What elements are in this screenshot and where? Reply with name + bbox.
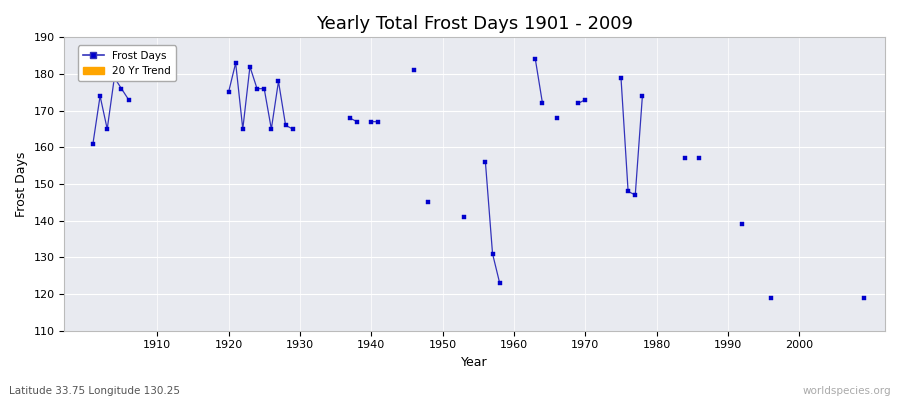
Text: worldspecies.org: worldspecies.org xyxy=(803,386,891,396)
Text: Latitude 33.75 Longitude 130.25: Latitude 33.75 Longitude 130.25 xyxy=(9,386,180,396)
X-axis label: Year: Year xyxy=(462,356,488,369)
Legend: Frost Days, 20 Yr Trend: Frost Days, 20 Yr Trend xyxy=(77,46,176,81)
Title: Yearly Total Frost Days 1901 - 2009: Yearly Total Frost Days 1901 - 2009 xyxy=(316,15,634,33)
Y-axis label: Frost Days: Frost Days xyxy=(15,151,28,217)
